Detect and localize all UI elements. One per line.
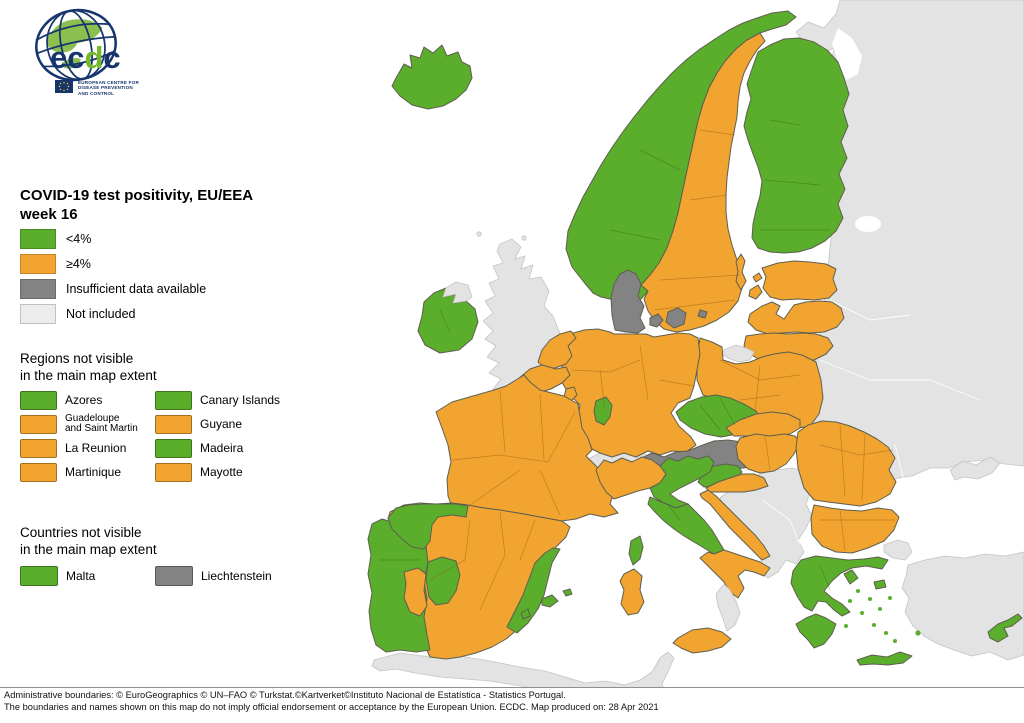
- region-boundaries-orange: [429, 129, 895, 611]
- region-swatch: [20, 438, 57, 458]
- legend-item-insufficient: Insufficient data available: [20, 276, 206, 301]
- footer-line2: The boundaries and names shown on this m…: [4, 701, 659, 712]
- regions-heading: Regions not visible in the main map exte…: [20, 351, 157, 383]
- germany-green-region: [593, 396, 613, 426]
- italy-northeast: [649, 455, 715, 509]
- country-romania: [795, 420, 897, 507]
- legend-swatch-dark-gray: [20, 278, 56, 299]
- country-sweden: [640, 32, 766, 333]
- country-latvia: [747, 300, 845, 335]
- white-sea: [832, 28, 862, 80]
- island-sardinia: [619, 568, 645, 616]
- greek-islands: [844, 589, 921, 643]
- lake-ladoga: [855, 216, 881, 232]
- estonia-islands: [752, 272, 763, 283]
- region-boundaries-green: [380, 119, 831, 591]
- legend-swatch-light-gray: [20, 303, 56, 324]
- region-item-guadeloupe: Guadeloupe and Saint Martin: [20, 412, 155, 436]
- denmark-bornholm: [697, 309, 708, 319]
- island-lesbos: [873, 579, 887, 590]
- island-menorca: [562, 588, 573, 597]
- country-finland: [743, 37, 850, 254]
- legend-item-not-included: Not included: [20, 301, 206, 326]
- island-corsica: [628, 535, 644, 566]
- italy-south: [699, 549, 771, 599]
- footer-line1: Administrative boundaries: © EuroGeograp…: [4, 690, 566, 700]
- italy-calabria: [715, 583, 741, 632]
- region-item-la-reunion: La Reunion: [20, 436, 155, 460]
- denmark-funen: [649, 313, 664, 328]
- legend-item-gte4: ≥4%: [20, 251, 206, 276]
- region-kaliningrad: [721, 344, 755, 363]
- spain-extremadura-green: [425, 556, 461, 606]
- country-item-malta: Malta: [20, 563, 155, 589]
- legend-swatch-green: [20, 228, 56, 249]
- map-title: COVID-19 test positivity, EU/EEA week 16: [20, 186, 340, 224]
- map-footer: Administrative boundaries: © EuroGeograp…: [0, 687, 1024, 723]
- ecdc-subtitle: EUROPEAN CENTRE FOR DISEASE PREVENTION A…: [78, 80, 139, 96]
- region-swatch: [20, 462, 57, 482]
- region-swatch: [155, 438, 192, 458]
- estonia-islands: [748, 284, 763, 300]
- map-title-line2: week 16: [20, 206, 78, 223]
- uk-islands: [476, 231, 482, 237]
- uk-islands: [521, 235, 527, 241]
- region-swatch: [155, 390, 192, 410]
- region-swatch: [20, 390, 57, 410]
- denmark-zealand: [665, 307, 687, 329]
- map-legend: <4% ≥4% Insufficient data available Not …: [20, 226, 206, 326]
- country-turkey: [901, 551, 1024, 661]
- region-item-azores: Azores: [20, 388, 155, 412]
- spain-valencia-green: [506, 547, 561, 634]
- island-ibiza: [520, 608, 531, 620]
- region-northern-ireland: [442, 281, 473, 304]
- legend-item-lt4: <4%: [20, 226, 206, 251]
- island-mallorca: [541, 594, 559, 608]
- ecdc-wordmark: ecdc: [50, 40, 121, 75]
- ecdc-logo: ecdc EUROPEAN CENTRE FOR DISEASE PREVENT…: [14, 4, 164, 104]
- island-euboea: [843, 569, 859, 585]
- region-item-mayotte: Mayotte: [155, 460, 305, 484]
- spain-galicia-green: [387, 503, 469, 550]
- country-swatch: [155, 566, 193, 586]
- ecdc-globe-icon: [35, 8, 117, 82]
- country-turkey-europe: [883, 539, 913, 561]
- island-sicily: [672, 627, 732, 654]
- region-item-madeira: Madeira: [155, 436, 305, 460]
- country-greece: [790, 555, 889, 617]
- region-swatch: [155, 462, 192, 482]
- region-swatch: [20, 414, 57, 434]
- eu-flag-icon: [55, 80, 73, 93]
- regions-legend: Azores Canary Islands Guadeloupe and Sai…: [20, 388, 320, 484]
- countries-heading: Countries not visible in the main map ex…: [20, 525, 157, 557]
- non-eu-internal-borders: [761, 299, 981, 546]
- countries-legend: Malta Liechtenstein: [20, 563, 320, 589]
- country-item-liechtenstein: Liechtenstein: [155, 563, 305, 589]
- island-crete: [856, 651, 913, 666]
- country-iceland: [391, 44, 473, 110]
- region-item-canary-islands: Canary Islands: [155, 388, 305, 412]
- island-gotland: [735, 253, 747, 291]
- country-lithuania: [743, 332, 834, 363]
- country-estonia: [761, 260, 838, 301]
- country-crimea: [949, 456, 1001, 481]
- portugal-orange-region: [403, 567, 428, 617]
- region-swatch: [155, 414, 192, 434]
- country-denmark: [610, 269, 646, 334]
- greece-peloponnese: [795, 613, 837, 649]
- region-item-martinique: Martinique: [20, 460, 155, 484]
- country-swatch: [20, 566, 58, 586]
- country-croatia-coast: [699, 489, 771, 561]
- region-item-guyane: Guyane: [155, 412, 305, 436]
- legend-swatch-orange: [20, 253, 56, 274]
- country-bulgaria: [810, 504, 900, 554]
- country-hungary: [735, 433, 801, 474]
- country-cyprus: [987, 613, 1023, 643]
- country-croatia-inland: [705, 473, 769, 493]
- map-title-line1: COVID-19 test positivity, EU/EEA: [20, 187, 254, 204]
